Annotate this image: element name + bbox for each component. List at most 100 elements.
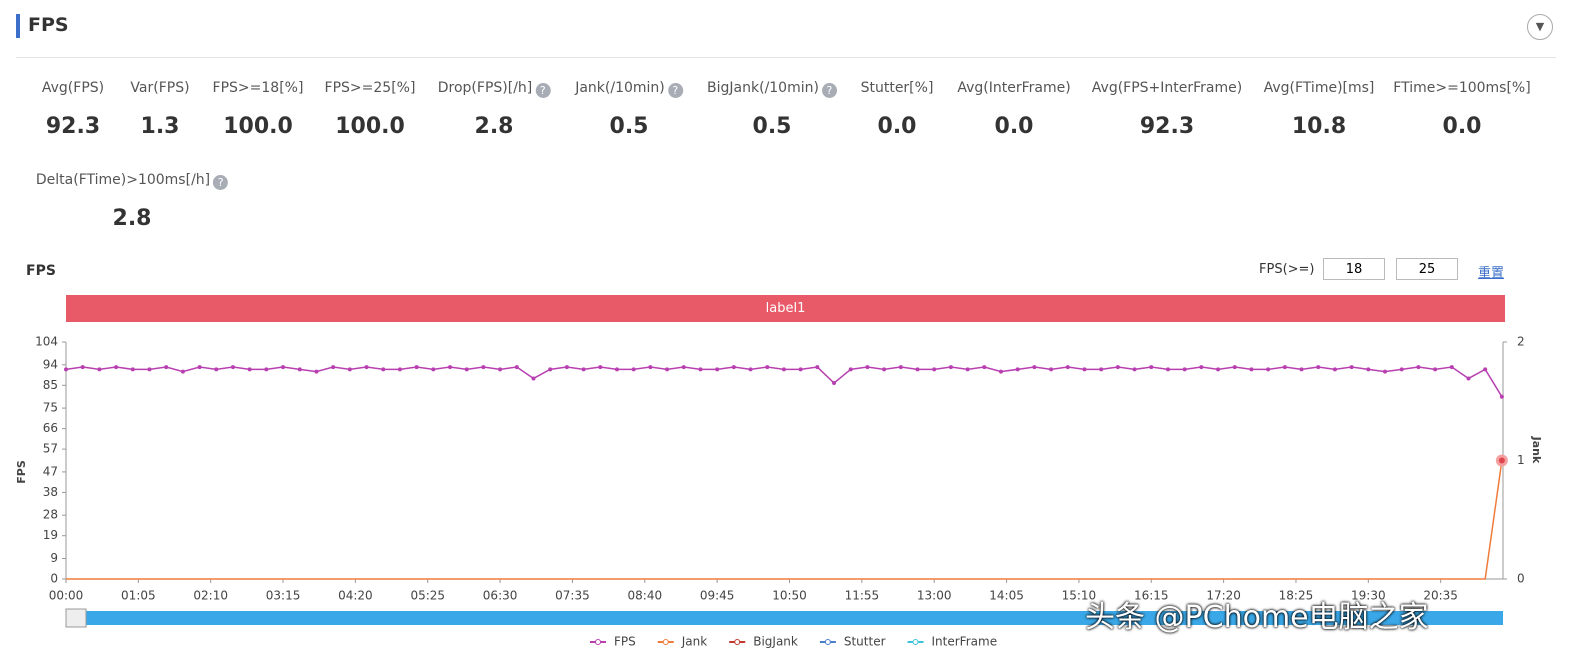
metric-label: Delta(FTime)>100ms[/h]? [36,172,229,190]
y-tick-label: 19 [43,528,58,542]
series-point [1065,365,1070,370]
legend-marker [824,639,831,645]
x-tick-label: 20:35 [1423,589,1458,603]
x-tick-label: 11:55 [845,589,880,603]
legend-label: Stutter [844,635,886,649]
y-tick-label: 0 [50,572,58,586]
y-tick-label: 28 [43,508,58,522]
x-tick-label: 06:30 [483,589,518,603]
metric-label: Avg(FTime)[ms] [1264,80,1375,96]
metric-label: FPS>=18[%] [213,80,304,96]
series-point [1416,365,1421,370]
series-point [1282,365,1287,370]
series-point [1182,367,1187,372]
reset-link[interactable]: 重置 [1478,266,1505,281]
x-tick-label: 17:20 [1206,589,1241,603]
metric-label: Avg(FPS) [42,80,104,96]
series-point [1466,376,1471,381]
legend-label: InterFrame [932,635,998,649]
x-tick-label: 03:15 [266,589,301,603]
series-point [665,367,670,372]
series-point [448,365,453,370]
page-title: FPS [28,14,69,36]
metric-label: Drop(FPS)[/h]? [438,80,551,98]
series-point [197,365,202,370]
x-tick-label: 08:40 [628,589,663,603]
metric-label-text: Avg(FPS) [41,80,105,96]
series-point [1349,365,1354,370]
help-icon[interactable]: ? [821,83,837,98]
metric-label-text: FTime>=100ms[%] [1393,80,1531,96]
y-tick-label: 9 [50,551,58,565]
series-point [564,365,569,370]
metric-label: Jank(/10min)? [575,80,683,98]
metric-label: Stutter[%] [861,80,934,96]
series-point [114,365,119,370]
x-tick-label: 15:10 [1062,589,1097,603]
metric-label: FTime>=100ms[%] [1393,80,1530,96]
series-point [681,365,686,370]
series-point [915,367,920,372]
series-point [1316,365,1321,370]
series-point [247,367,252,372]
series-point [1049,367,1054,372]
scrollbar[interactable] [66,611,1503,625]
series-point [748,367,753,372]
metric-label-text: FPS>=18[%] [212,80,304,96]
metric-value: 100.0 [223,114,293,139]
scroll-handle[interactable] [65,608,87,628]
y-tick-label: 104 [35,335,58,349]
series-point [97,367,102,372]
series-point [331,365,336,370]
watermark: 头条 @PChome电脑之家 [1085,600,1429,635]
legend-label: Jank [681,635,707,649]
series-point [765,365,770,370]
metric-value: 2.8 [112,206,152,231]
x-tick-label: 02:10 [193,589,228,603]
title-accent [16,14,20,38]
metric-label-text: BigJank(/10min) [707,80,819,96]
series-point [1232,365,1237,370]
series-point [297,367,302,372]
series-point [815,365,820,370]
series-point [414,365,419,370]
series-point [598,365,603,370]
series-point [498,367,503,372]
metric-label-text: Jank(/10min) [575,80,665,96]
series-point [531,376,536,381]
metric-label-text: Drop(FPS)[/h] [437,80,533,96]
collapse-button[interactable]: ▼ [1527,14,1553,40]
threshold-input[interactable] [1323,258,1385,280]
series-point [548,367,553,372]
legend-label: BigJank [753,635,798,649]
metric-label-text: FPS>=25[%] [324,80,416,96]
series-point [1449,365,1454,370]
series-point [798,367,803,372]
chart-title: FPS [26,263,56,279]
x-tick-label: 18:25 [1279,589,1314,603]
series-point [631,367,636,372]
series-point [715,367,720,372]
metric-label-text: Var(FPS) [130,80,190,96]
series-point [648,365,653,370]
x-tick-label: 16:15 [1134,589,1169,603]
help-icon[interactable]: ? [535,83,551,98]
help-icon[interactable]: ? [667,83,683,98]
help-icon[interactable]: ? [213,175,229,190]
series-point [1249,367,1254,372]
x-tick-label: 14:05 [989,589,1024,603]
x-tick-label: 04:20 [338,589,373,603]
series-point [998,369,1003,374]
metric-value: 0.5 [609,114,649,139]
series-point [965,367,970,372]
metric-value: 10.8 [1291,114,1347,139]
metric-label-text: Avg(FPS+InterFrame) [1091,80,1243,96]
y-tick-label: 66 [43,421,58,435]
series-point [1366,367,1371,372]
threshold-input[interactable] [1396,258,1458,280]
series-point [381,367,386,372]
series-point [1216,367,1221,372]
series-point [1115,365,1120,370]
series-point [781,367,786,372]
